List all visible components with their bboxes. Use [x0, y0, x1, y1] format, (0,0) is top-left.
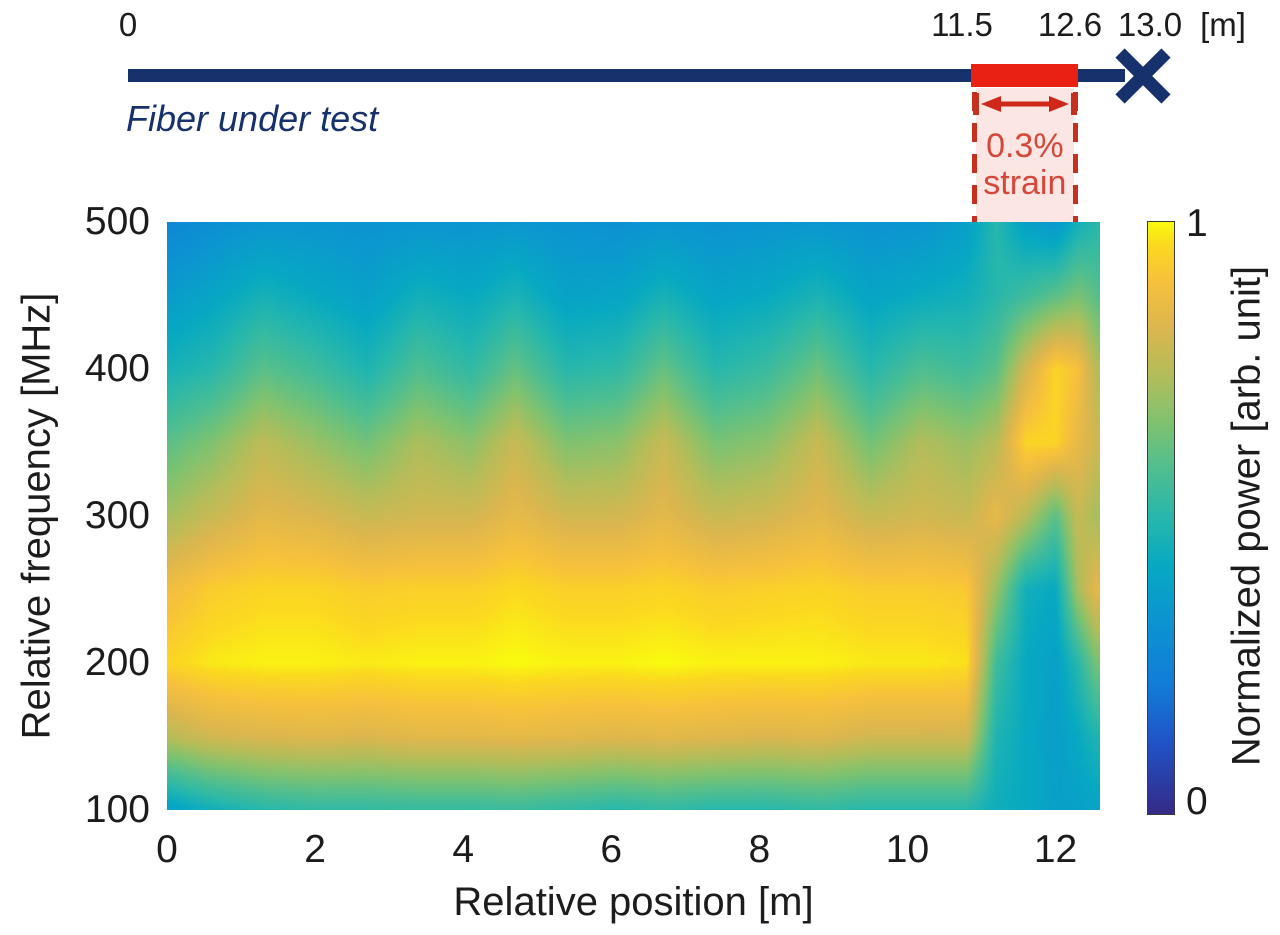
y-tick-label: 100 [84, 788, 150, 831]
y-tick-label: 200 [84, 641, 150, 684]
strain-extent-arrow-icon [972, 93, 1077, 115]
x-tick-label: 6 [600, 828, 623, 871]
colorbar-tick-max: 1 [1186, 202, 1208, 245]
x-tick-label: 10 [885, 828, 930, 871]
colorbar-tick-min: 0 [1186, 780, 1208, 823]
y-tick-label: 300 [84, 494, 150, 537]
colorbar-gradient [1148, 222, 1174, 814]
ruler-label-strain-end: 12.6 [1037, 6, 1103, 43]
strain-percentage-label: 0.3% [986, 127, 1064, 165]
y-tick-label: 500 [84, 200, 150, 243]
x-tick-label: 8 [748, 828, 771, 871]
heatmap-canvas [167, 222, 1100, 810]
x-tick-label: 12 [1033, 828, 1078, 871]
ruler-label-strain-start: 11.5 [931, 6, 993, 43]
x-tick-label: 4 [452, 828, 475, 871]
x-axis-title: Relative position [m] [453, 880, 814, 924]
x-tick-label: 0 [156, 828, 178, 871]
fiber-line [128, 69, 1125, 82]
x-tick-label: 2 [304, 828, 326, 871]
y-tick-label: 400 [84, 347, 150, 390]
fiber-end-x-marker [1115, 48, 1171, 104]
ruler-unit-label: [m] [1200, 6, 1246, 43]
colorbar-title: Normalized power [arb. unit] [1224, 265, 1269, 767]
ruler-label-end: 13.0 [1117, 6, 1183, 43]
strain-region-highlight [976, 88, 1074, 222]
ruler-label-zero: 0 [118, 6, 138, 43]
strain-word-label: strain [983, 164, 1067, 202]
fiber-under-test-label: Fiber under test [126, 98, 379, 139]
strained-fiber-segment [971, 64, 1078, 87]
colorbar [1147, 221, 1175, 815]
